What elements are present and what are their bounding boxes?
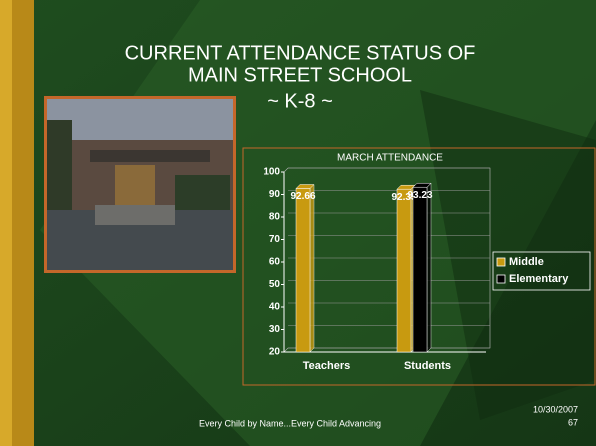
bar-side [427,183,431,352]
y-tick-label: 60 [269,257,281,268]
y-tick-label: 30 [269,324,281,335]
bar [397,189,411,352]
legend-swatch [497,258,505,266]
legend-label: Elementary [509,273,569,285]
x-tick-label: Teachers [303,360,351,372]
y-tick-label: 40 [269,302,281,313]
photo [44,96,236,273]
bar-side [310,185,314,352]
chart-title: MARCH ATTENDANCE [337,153,443,164]
bar [296,189,310,352]
y-tick-label: 90 [269,189,281,200]
photo-tree [47,120,72,220]
y-tick-label: 80 [269,212,281,223]
y-tick-label: 70 [269,234,281,245]
y-tick-label: 50 [269,279,281,290]
date: 10/30/2007 [533,404,578,414]
slide: CURRENT ATTENDANCE STATUS OF MAIN STREET… [0,0,596,446]
side-stripe [12,0,34,446]
slide-title: MAIN STREET SCHOOL [188,64,412,86]
value-label: 92.66 [290,191,315,202]
slide-title: CURRENT ATTENDANCE STATUS OF [125,42,476,64]
x-tick-label: Students [404,360,451,372]
footer: Every Child by Name...Every Child Advanc… [199,418,381,428]
value-label: 93.23 [407,190,432,201]
bar [413,187,427,352]
photo-door [115,165,155,210]
y-tick-label: 100 [263,167,280,178]
photo-steps [95,205,175,225]
page-number: 67 [568,417,578,427]
legend-swatch [497,275,505,283]
photo-roof [90,150,210,162]
slide-title: ~ K-8 ~ [267,90,333,112]
y-tick-label: 20 [269,347,281,358]
legend-label: Middle [509,256,544,268]
